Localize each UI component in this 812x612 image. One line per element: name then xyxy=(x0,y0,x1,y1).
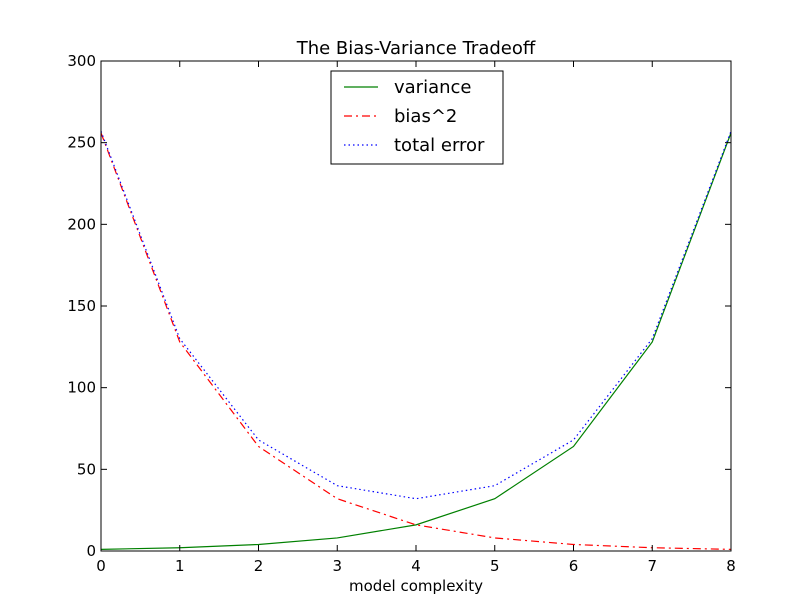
x-axis-label: model complexity xyxy=(349,577,483,595)
legend-label: variance xyxy=(394,77,472,98)
x-tick-label: 5 xyxy=(490,557,500,575)
series-layer xyxy=(100,131,732,550)
series-line-bias-2 xyxy=(100,132,732,550)
legend: variance bias^2 total error xyxy=(330,70,504,165)
y-tick-label: 150 xyxy=(67,297,96,315)
chart-title: The Bias-Variance Tradeoff xyxy=(296,38,536,59)
legend-label: total error xyxy=(394,135,485,156)
x-tick-label: 1 xyxy=(175,557,185,575)
legend-label: bias^2 xyxy=(394,106,457,127)
x-tick-label: 0 xyxy=(96,557,106,575)
x-tick-label: 4 xyxy=(411,557,421,575)
y-tick-label: 300 xyxy=(67,52,96,70)
ticks-layer: 0 1 2 3 4 5 6 7 8 0 50 100 150 200 250 300 xyxy=(67,52,735,575)
x-tick-label: 7 xyxy=(647,557,657,575)
x-tick-label: 6 xyxy=(569,557,579,575)
x-tick-label: 3 xyxy=(332,557,342,575)
y-tick-label: 250 xyxy=(67,134,96,152)
series-line-variance xyxy=(100,132,732,550)
x-tick-label: 2 xyxy=(254,557,264,575)
y-tick-label: 200 xyxy=(67,215,96,233)
y-tick-label: 100 xyxy=(67,379,96,397)
y-tick-label: 0 xyxy=(86,542,96,560)
x-tick-label: 8 xyxy=(726,557,736,575)
y-tick-label: 50 xyxy=(77,460,96,478)
